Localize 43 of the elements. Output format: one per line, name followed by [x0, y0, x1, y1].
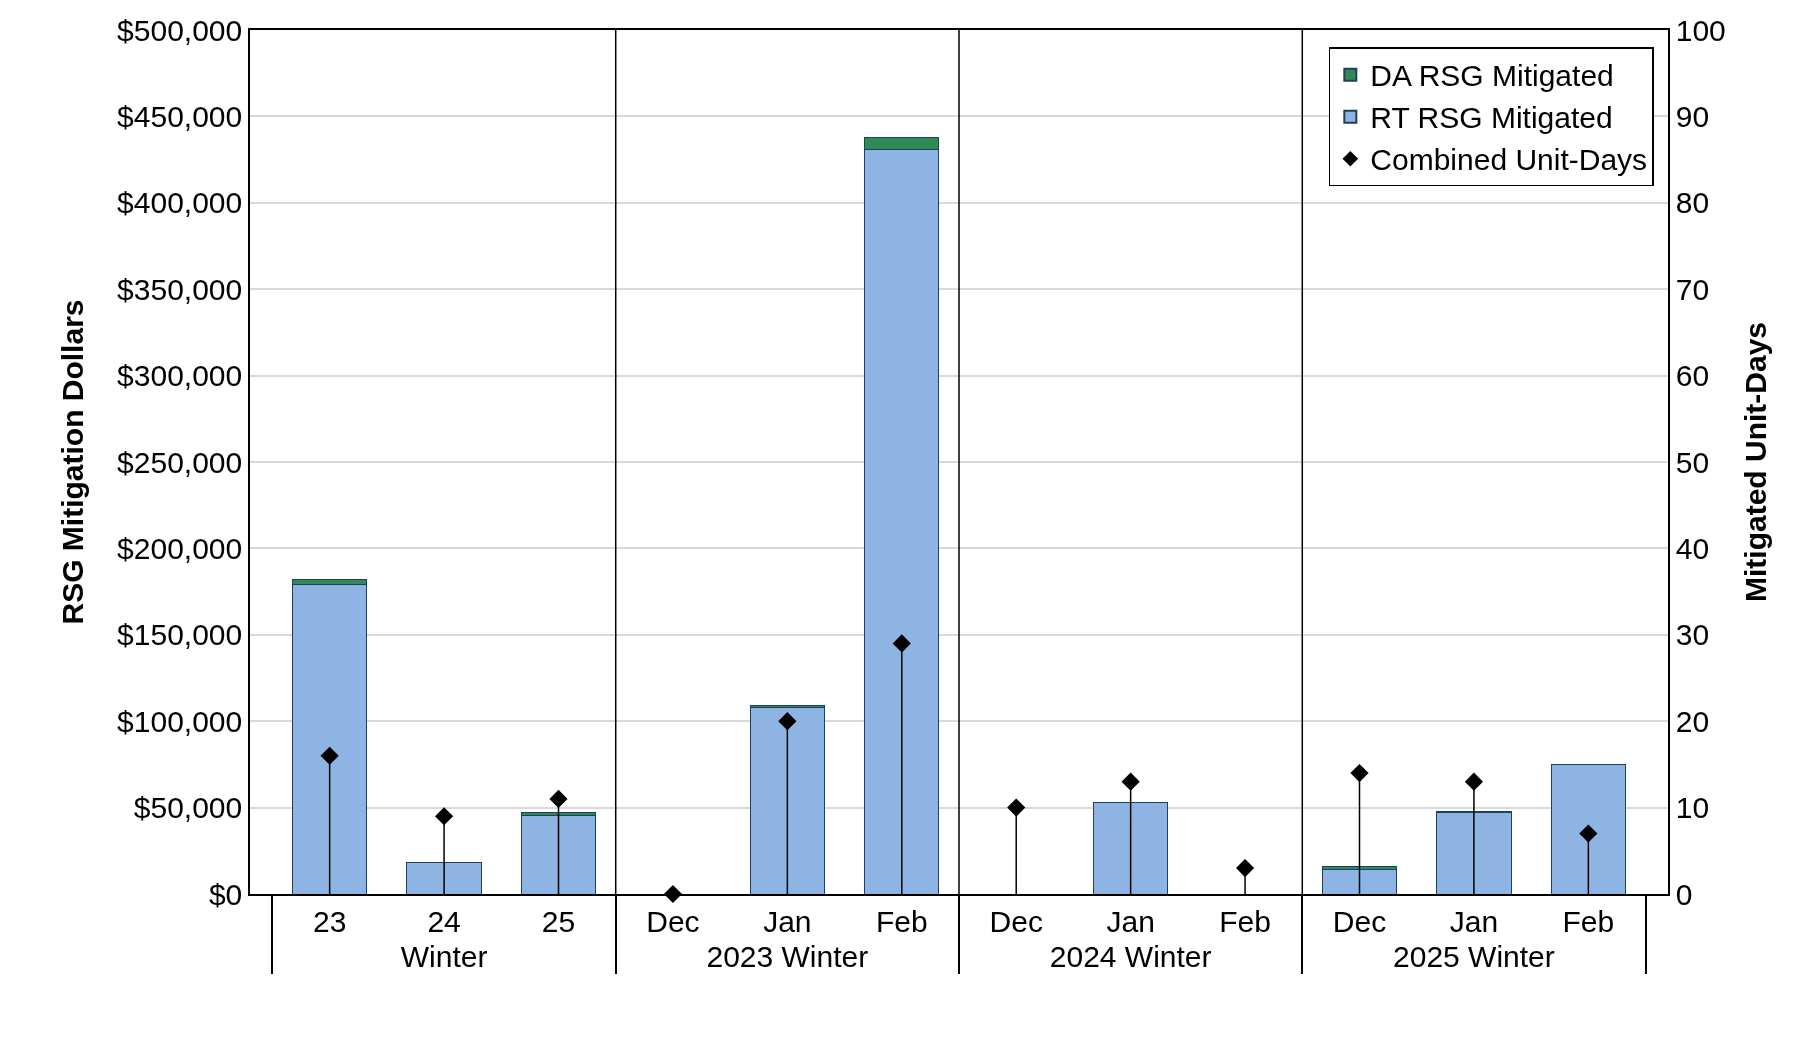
y-tick-label: $500,000 — [117, 13, 243, 47]
x-tick-label: 25 — [541, 904, 576, 938]
y2-tick-label: 70 — [1675, 272, 1710, 306]
legend-label: RT RSG Mitigated — [1370, 101, 1613, 135]
y2-tick-label: 50 — [1675, 445, 1710, 479]
x-tick-label: Feb — [1219, 904, 1271, 938]
x-tick-label: 24 — [427, 904, 461, 938]
y-axis-title: RSG Mitigation Dollars — [55, 299, 89, 625]
text: 2024 Winter — [1049, 939, 1212, 973]
y-tick-label: $200,000 — [117, 531, 243, 565]
x-tick-label: Jan — [1106, 904, 1155, 938]
x-tick-label: Dec — [989, 904, 1043, 938]
legend-label: DA RSG Mitigated — [1370, 59, 1614, 93]
y-tick-label: $150,000 — [117, 618, 243, 652]
y-tick-label: $300,000 — [117, 359, 243, 393]
y2-axis-title: Mitigated Unit-Days — [1738, 321, 1772, 603]
y-tick-label: $250,000 — [117, 445, 243, 479]
x-tick-label: Feb — [1562, 904, 1615, 938]
text: Winter — [400, 939, 488, 973]
x-tick-label: 23 — [312, 904, 347, 938]
text: 2023 Winter — [706, 939, 869, 973]
y-tick-label: $400,000 — [117, 186, 243, 220]
y-tick-label: $350,000 — [117, 272, 243, 306]
y2-tick-label: 40 — [1675, 531, 1710, 565]
y2-tick-label: 30 — [1675, 618, 1710, 652]
legend-label: Combined Unit-Days — [1370, 143, 1648, 177]
y2-tick-label: 90 — [1675, 99, 1710, 133]
y2-tick-label: 80 — [1675, 186, 1710, 220]
y-tick-label: $450,000 — [117, 99, 243, 133]
y2-tick-label: 100 — [1675, 13, 1726, 47]
y2-tick-label: 60 — [1675, 359, 1710, 393]
y2-tick-label: 0 — [1675, 877, 1693, 911]
text: 2025 Winter — [1393, 939, 1555, 973]
x-tick-label: Feb — [875, 904, 928, 938]
x-tick-label: Dec — [646, 904, 700, 938]
y-tick-label: $100,000 — [117, 704, 243, 738]
y-tick-label: $50,000 — [133, 791, 243, 825]
y2-tick-label: 10 — [1675, 791, 1710, 825]
y-tick-label: $0 — [208, 877, 243, 911]
x-tick-label: Jan — [1449, 904, 1499, 938]
y2-tick-label: 20 — [1675, 704, 1710, 738]
x-tick-label: Jan — [763, 904, 812, 938]
x-tick-label: Dec — [1332, 904, 1387, 938]
